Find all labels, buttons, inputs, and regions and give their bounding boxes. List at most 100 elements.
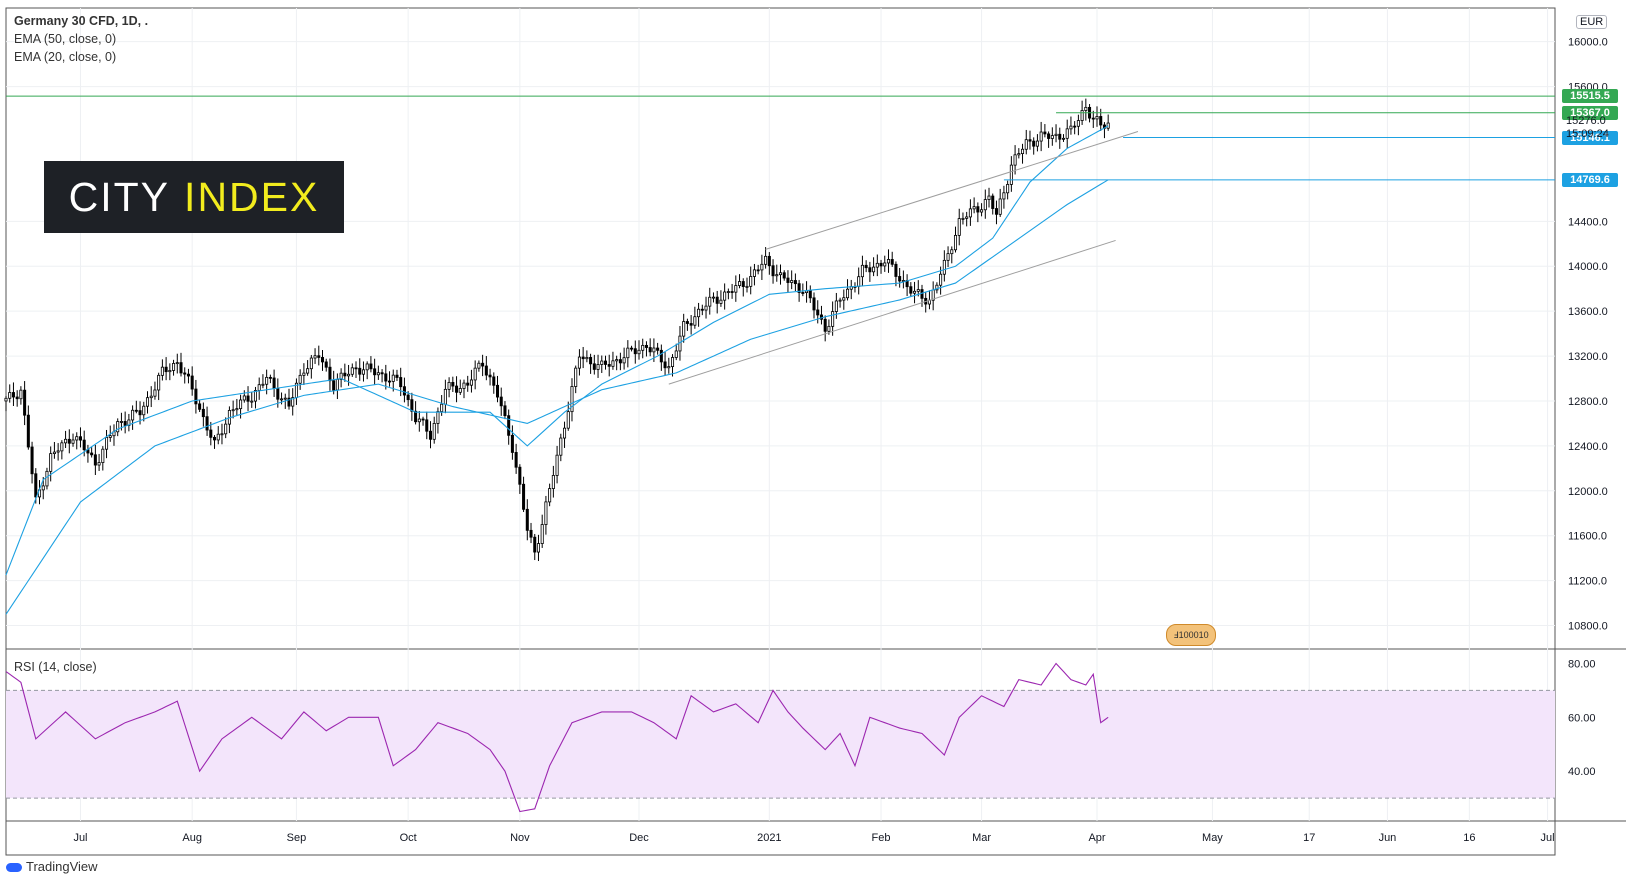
candle-body bbox=[808, 290, 812, 299]
candle-body bbox=[544, 501, 548, 525]
candle-body bbox=[764, 255, 768, 265]
candle-body bbox=[369, 363, 373, 370]
candle-body bbox=[953, 234, 958, 251]
candle-body bbox=[280, 398, 284, 401]
candle-body bbox=[514, 452, 518, 468]
candle-body bbox=[1073, 125, 1077, 128]
candle-body bbox=[4, 397, 8, 402]
candle-body bbox=[78, 436, 82, 441]
candle-body bbox=[376, 372, 380, 376]
candle-body bbox=[52, 451, 56, 455]
candle-body bbox=[775, 274, 779, 277]
candle-body bbox=[41, 485, 45, 491]
candle-body bbox=[1013, 154, 1017, 166]
candle-body bbox=[175, 362, 179, 365]
candle-body bbox=[257, 384, 261, 391]
candle-body bbox=[793, 280, 797, 285]
time-tick-label: Jul bbox=[73, 832, 87, 844]
candle-body bbox=[399, 377, 403, 388]
candle-body bbox=[183, 372, 187, 375]
time-tick-label: Apr bbox=[1088, 832, 1105, 844]
candle-body bbox=[529, 529, 533, 538]
candle-body bbox=[968, 208, 972, 218]
candle-body bbox=[462, 382, 466, 389]
candle-body bbox=[332, 380, 336, 391]
candle-body bbox=[682, 321, 686, 337]
price-tick-label: 11600.0 bbox=[1568, 531, 1607, 543]
candle-body bbox=[965, 216, 969, 219]
price-tick-label: 12400.0 bbox=[1568, 441, 1608, 453]
candle-body bbox=[343, 372, 347, 377]
candle-body bbox=[469, 379, 473, 386]
candle-body bbox=[440, 403, 444, 412]
candle-body bbox=[983, 199, 987, 211]
candle-body bbox=[603, 360, 608, 365]
candle-body bbox=[324, 361, 328, 368]
candle-body bbox=[149, 395, 153, 399]
candle-body bbox=[45, 470, 49, 487]
tradingview-logo[interactable]: TradingView bbox=[6, 859, 98, 874]
candle-body bbox=[134, 409, 138, 412]
candle-body bbox=[443, 388, 447, 405]
candle-body bbox=[894, 263, 898, 277]
price-tick-label: 13200.0 bbox=[1568, 351, 1608, 363]
candle-body bbox=[618, 359, 622, 364]
events-badge[interactable]: Ⅎ100010 bbox=[1166, 624, 1216, 646]
candle-body bbox=[786, 277, 790, 283]
candle-body bbox=[600, 360, 604, 365]
candle-body bbox=[131, 409, 135, 421]
candle-body bbox=[536, 543, 540, 553]
candle-body bbox=[745, 285, 749, 288]
time-tick-label: Nov bbox=[510, 832, 530, 844]
candle-body bbox=[317, 355, 321, 358]
candle-body bbox=[998, 198, 1002, 215]
candle-body bbox=[957, 218, 961, 236]
ema50-label: EMA (50, close, 0) bbox=[14, 32, 117, 46]
candle-body bbox=[291, 397, 295, 407]
city-index-logo: CITY INDEX bbox=[44, 161, 344, 233]
candle-body bbox=[105, 437, 109, 450]
candle-body bbox=[339, 372, 343, 380]
candle-body bbox=[190, 375, 194, 390]
candle-body bbox=[548, 488, 552, 503]
candle-body bbox=[942, 259, 946, 275]
candle-body bbox=[488, 374, 492, 378]
candle-body bbox=[916, 289, 920, 292]
candle-body bbox=[224, 423, 228, 435]
price-tick-label: 16000.0 bbox=[1568, 37, 1608, 49]
candle-body bbox=[481, 362, 485, 367]
currency-button[interactable]: EUR bbox=[1576, 15, 1608, 29]
time-tick-label: Feb bbox=[872, 832, 891, 844]
candle-body bbox=[834, 300, 838, 312]
candle-body bbox=[384, 373, 388, 382]
candle-body bbox=[1099, 116, 1103, 126]
candle-body bbox=[752, 269, 756, 277]
time-tick-label: Sep bbox=[287, 832, 307, 844]
candle-body bbox=[566, 411, 570, 429]
candle-body bbox=[670, 357, 675, 367]
candle-body bbox=[153, 389, 157, 397]
candle-body bbox=[879, 262, 883, 267]
candle-body bbox=[864, 264, 868, 269]
candle-body bbox=[205, 416, 209, 431]
candle-body bbox=[1050, 135, 1054, 139]
candle-body bbox=[75, 436, 79, 441]
candle-body bbox=[253, 390, 257, 402]
candle-body bbox=[417, 418, 421, 423]
candle-body bbox=[395, 374, 399, 378]
candle-body bbox=[406, 394, 410, 401]
candle-body bbox=[1006, 184, 1010, 194]
candle-body bbox=[935, 284, 939, 291]
candle-body bbox=[1069, 125, 1073, 130]
time-tick-label: Jul bbox=[1541, 832, 1555, 844]
time-tick-label: 17 bbox=[1303, 832, 1315, 844]
time-tick-label: Jun bbox=[1379, 832, 1397, 844]
candle-body bbox=[358, 367, 362, 375]
candle-body bbox=[499, 396, 503, 407]
price-level-label: 15146.1 bbox=[1562, 130, 1618, 145]
candle-body bbox=[1024, 139, 1028, 150]
candle-body bbox=[797, 283, 801, 293]
candle-body bbox=[607, 364, 611, 367]
candle-body bbox=[667, 366, 671, 369]
